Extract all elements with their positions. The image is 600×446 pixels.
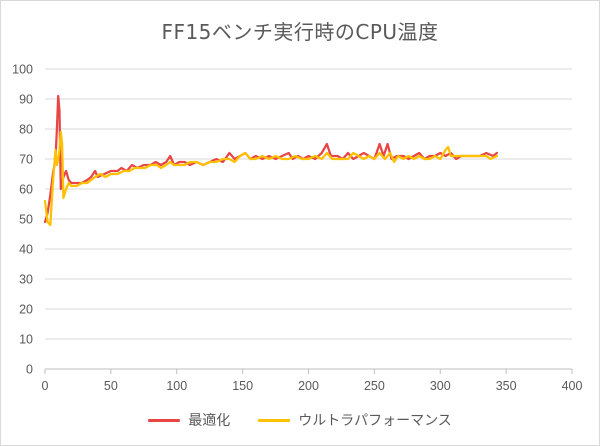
y-tick-label-50: 50 [19, 213, 33, 227]
x-tick-label-100: 100 [166, 379, 187, 393]
legend-swatch-ultra [258, 418, 291, 422]
x-tick-label-250: 250 [364, 379, 385, 393]
legend-item-saiteki: 最適化 [148, 410, 230, 430]
series-lines [43, 94, 499, 227]
x-tick-label-350: 350 [496, 379, 517, 393]
grid-lines [45, 68, 572, 340]
y-tick-label-70: 70 [19, 153, 33, 167]
tick-labels: 0 10 20 30 40 50 60 70 80 90 100 0 50 100 150 200 250 300… [12, 63, 582, 394]
y-tick-label-90: 90 [19, 93, 33, 107]
y-tick-label-80: 80 [19, 123, 33, 137]
y-tick-label-60: 60 [19, 183, 33, 197]
axes [44, 368, 573, 374]
series-line-1 [43, 130, 499, 227]
y-tick-label-20: 20 [19, 303, 33, 317]
chart-title: FF15ベンチ実行時のCPU温度 [161, 20, 439, 44]
y-tick-label-10: 10 [19, 333, 33, 347]
legend: 最適化 ウルトラパフォーマンス [0, 408, 600, 432]
y-tick-label-100: 100 [12, 63, 33, 77]
legend-label-saiteki: 最適化 [188, 413, 231, 429]
x-tick-label-0: 0 [42, 379, 49, 393]
x-tick-label-150: 150 [232, 379, 253, 393]
y-tick-label-40: 40 [19, 243, 33, 257]
legend-label-ultra: ウルトラパフォーマンス [298, 413, 452, 429]
x-tick-label-200: 200 [298, 379, 319, 393]
legend-item-ultra: ウルトラパフォーマンス [258, 410, 452, 430]
y-tick-label-0: 0 [26, 363, 33, 377]
x-tick-label-400: 400 [562, 379, 583, 393]
x-tick-label-300: 300 [430, 379, 451, 393]
y-tick-label-30: 30 [19, 273, 33, 287]
x-tick-label-50: 50 [104, 379, 118, 393]
legend-swatch-saiteki [148, 418, 181, 422]
